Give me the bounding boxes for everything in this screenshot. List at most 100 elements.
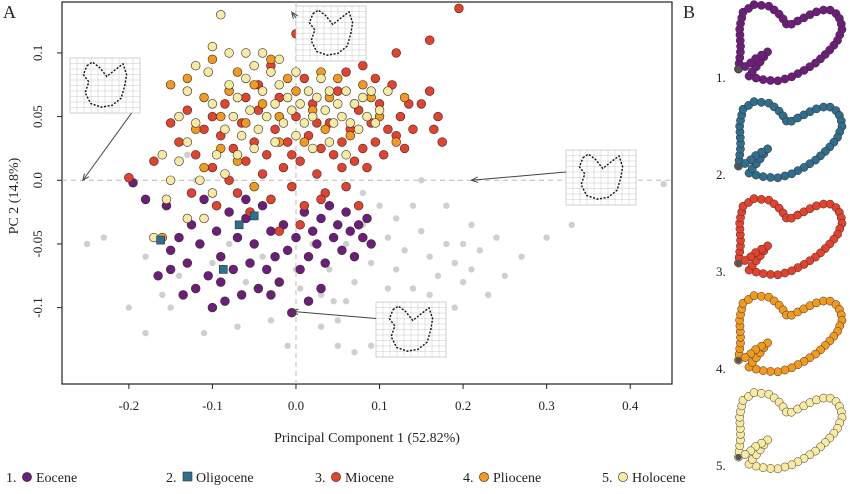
y-axis-title: PC 2 (14.8%) [7, 157, 22, 234]
point-miocene [353, 201, 364, 211]
point-oligocene [156, 235, 165, 245]
point-pliocene [291, 86, 301, 96]
point-miocene [299, 73, 310, 84]
point-holocene [182, 86, 193, 96]
point-eocene [207, 302, 218, 313]
point-miocene [124, 173, 134, 183]
point-miocene [379, 150, 389, 160]
point-eocene [303, 296, 314, 306]
point-miocene [454, 3, 464, 14]
point-holocene [316, 73, 326, 84]
point-miocene [274, 226, 284, 236]
point-pliocene [282, 73, 293, 84]
x-tick-label: 0.4 [622, 398, 639, 413]
point-eocene [232, 232, 243, 243]
legend-marker [618, 472, 628, 482]
point-other [351, 278, 358, 286]
landmark-point [766, 270, 775, 279]
legend-item-pliocene: 4. Pliocene [463, 471, 541, 486]
point-holocene [207, 41, 218, 52]
point-other [393, 215, 400, 222]
x-tick-label: 0.1 [371, 398, 387, 413]
landmark-point [758, 463, 768, 472]
point-oligocene [234, 220, 244, 230]
point-other [125, 304, 133, 311]
point-miocene [174, 137, 184, 147]
landmark-start-point [735, 356, 742, 364]
legend-label: Miocene [345, 471, 394, 486]
point-other [568, 221, 575, 229]
legend-number: 2. [166, 471, 177, 486]
point-miocene [316, 143, 326, 154]
point-other [342, 298, 350, 305]
point-miocene [165, 118, 176, 128]
point-holocene [341, 150, 351, 160]
point-miocene [220, 99, 230, 109]
point-eocene [307, 226, 318, 236]
landmark-point [757, 98, 766, 107]
mean-shape-number: 4. [716, 361, 726, 376]
point-other [459, 240, 467, 248]
point-holocene [245, 105, 255, 115]
legend-label: Oligocene [196, 471, 254, 486]
point-eocene [320, 258, 330, 268]
point-eocene [165, 264, 176, 275]
point-eocene [257, 201, 268, 211]
point-holocene [274, 54, 284, 64]
legend-number: 4. [463, 471, 474, 486]
point-pliocene [345, 131, 355, 141]
mean-shape-1: 1. [716, 0, 847, 86]
point-eocene [211, 226, 222, 236]
point-miocene [424, 35, 435, 45]
legend-label: Pliocene [493, 471, 541, 486]
point-other [159, 291, 166, 299]
legend-label: Holocene [632, 471, 686, 486]
mean-shape-number: 3. [716, 264, 726, 279]
point-miocene [241, 156, 251, 166]
point-holocene [232, 150, 243, 160]
landmark-point [740, 353, 750, 362]
arrow-line [82, 112, 133, 181]
point-miocene [207, 111, 218, 122]
point-miocene [416, 99, 427, 109]
point-other [184, 151, 191, 158]
point-miocene [232, 188, 243, 198]
point-miocene [370, 73, 381, 84]
point-holocene [220, 124, 230, 135]
point-holocene [182, 137, 193, 147]
landmark-point [766, 173, 775, 182]
point-miocene [424, 86, 435, 96]
outline-shape [82, 61, 128, 108]
point-other [476, 247, 484, 254]
point-eocene [182, 258, 193, 268]
point-holocene [320, 105, 330, 115]
point-other [326, 266, 333, 273]
mean-shape-number: 1. [716, 70, 726, 85]
point-eocene [195, 239, 205, 249]
point-miocene [287, 181, 297, 192]
point-holocene [220, 169, 230, 179]
legend-item-holocene: 5. Holocene [602, 471, 686, 486]
landmark-point [773, 173, 783, 183]
point-eocene [328, 232, 339, 243]
point-holocene [224, 80, 234, 90]
point-holocene [211, 150, 222, 160]
point-holocene [174, 156, 184, 166]
point-eocene [253, 283, 264, 294]
point-other [409, 202, 417, 209]
point-holocene [270, 99, 280, 109]
point-miocene [278, 162, 289, 173]
panel-b-label: B [683, 2, 695, 22]
point-miocene [437, 137, 447, 147]
point-eocene [220, 296, 230, 306]
point-miocene [337, 162, 347, 173]
point-holocene [341, 86, 351, 96]
point-other [359, 189, 367, 197]
legend-number: 1. [6, 471, 17, 486]
point-holocene [270, 137, 280, 147]
point-eocene [337, 245, 347, 256]
point-oligocene [218, 265, 228, 274]
landmark-point [766, 464, 775, 473]
point-miocene [199, 124, 209, 135]
point-other [384, 234, 392, 241]
